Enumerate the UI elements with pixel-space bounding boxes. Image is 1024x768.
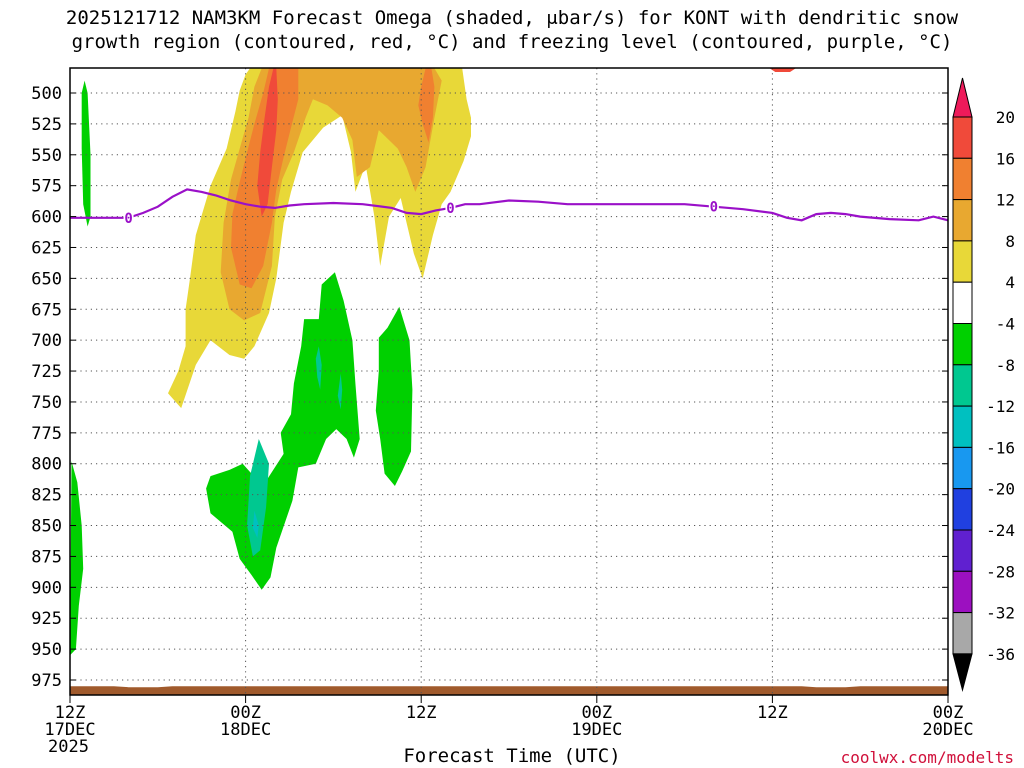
- colorbar-box-7: [952, 364, 973, 407]
- y-tick-label-500: 500: [31, 84, 62, 104]
- omega-region--8-11: [315, 346, 322, 390]
- colorbar-box-5: [952, 281, 973, 325]
- y-tick-label-950: 950: [31, 640, 62, 660]
- colorbar-label-2: 12: [996, 191, 1015, 210]
- colorbar-label-8: -16: [986, 438, 1015, 457]
- colorbar-box-1: [952, 116, 973, 159]
- x-tick-label-12-0: 00Z: [230, 703, 261, 723]
- freezing-level-label-0: 0: [124, 211, 132, 227]
- colorbar-arrow-bottom: [952, 653, 973, 692]
- x-tick-label-60-0: 00Z: [933, 703, 964, 723]
- x-tick-label-0-1: 17DEC: [44, 720, 95, 740]
- y-tick-label-600: 600: [31, 208, 62, 228]
- freezing-level-line: [70, 188, 948, 222]
- x-tick-label-48-0: 12Z: [757, 703, 788, 723]
- y-tick-label-750: 750: [31, 393, 62, 413]
- colorbar-label-4: 4: [1005, 273, 1015, 292]
- y-tick-label-525: 525: [31, 115, 62, 135]
- freezing-label-bg-1: [445, 199, 456, 216]
- colorbar-box-3: [952, 199, 973, 242]
- colorbar-label-10: -24: [986, 521, 1015, 540]
- colorbar-box-2: [952, 157, 973, 201]
- y-tick-label-700: 700: [31, 331, 62, 351]
- y-tick-label-800: 800: [31, 455, 62, 475]
- colorbar: 20 16 12 8 4 -4 -8 -12 -16 -20 -24 -28 -32 -36: [952, 77, 1015, 692]
- colorbar-box-12: [952, 570, 973, 614]
- x-tick-label-0-2: 2025: [48, 737, 89, 757]
- x-tick-label-36-0: 00Z: [581, 703, 612, 723]
- colorbar-label-11: -28: [986, 562, 1015, 581]
- omega-region--4-6: [70, 461, 84, 656]
- y-tick-label-675: 675: [31, 300, 62, 320]
- y-tick-label-900: 900: [31, 578, 62, 598]
- colorbar-label-9: -20: [986, 480, 1015, 499]
- title-line-1: 2025121712 NAM3KM Forecast Omega (shaded…: [65, 7, 959, 29]
- x-tick-label-36-1: 19DEC: [571, 720, 622, 740]
- x-tick-label-60-1: 20DEC: [922, 720, 973, 740]
- freezing-label-bg-0: [123, 209, 134, 226]
- colorbar-box-8: [952, 405, 973, 448]
- colorbar-arrow-top: [952, 77, 973, 118]
- colorbar-box-9: [952, 446, 973, 490]
- x-tick-label-0-0: 12Z: [55, 703, 86, 723]
- colorbar-box-10: [952, 488, 973, 531]
- colorbar-box-11: [952, 529, 973, 572]
- y-tick-label-575: 575: [31, 177, 62, 197]
- colorbar-label-12: -32: [986, 604, 1015, 623]
- omega-region--4-7: [81, 80, 91, 227]
- omega-region--4-8: [206, 272, 360, 590]
- freezing-level-contour: 0 0 0: [70, 188, 948, 227]
- omega-region-12-3: [418, 68, 435, 143]
- y-tick-label-825: 825: [31, 486, 62, 506]
- colorbar-label-0: 20: [996, 108, 1015, 127]
- omega-region--12-13: [252, 510, 259, 538]
- x-axis-label: Forecast Time (UTC): [403, 745, 621, 767]
- x-tick-label-24-0: 12Z: [406, 703, 437, 723]
- colorbar-label-7: -12: [986, 397, 1015, 416]
- omega-region--4-9: [375, 306, 413, 486]
- freezing-label-bg-2: [708, 198, 719, 215]
- omega-shading: [70, 68, 948, 695]
- chart-title: 2025121712 NAM3KM Forecast Omega (shaded…: [0, 6, 1024, 54]
- omega-region--8-10: [247, 439, 269, 557]
- colorbar-label-13: -36: [986, 645, 1015, 664]
- freezing-level-label-2: 0: [710, 200, 718, 216]
- colorbar-label-5: -4: [996, 315, 1015, 334]
- colorbar-box-6: [952, 323, 973, 366]
- colorbar-label-3: 8: [1005, 232, 1015, 251]
- ground-band: [70, 686, 948, 695]
- colorbar-box-13: [952, 612, 973, 655]
- y-axis-ticks: 500 525 550 575 600 625 650 675 700 725 750 775 800 8…: [31, 84, 948, 691]
- y-tick-label-775: 775: [31, 424, 62, 444]
- colorbar-label-6: -8: [996, 356, 1015, 375]
- title-line-2: growth region (contoured, red, °C) and f…: [71, 31, 953, 53]
- x-tick-label-12-1: 18DEC: [220, 720, 271, 740]
- colorbar-box-4: [952, 240, 973, 283]
- y-tick-label-850: 850: [31, 517, 62, 537]
- y-tick-label-550: 550: [31, 146, 62, 166]
- plot-frame: [69, 67, 949, 696]
- credit-text: coolwx.com/modelts: [840, 748, 1014, 767]
- omega-region-16-5: [769, 68, 796, 72]
- y-tick-label-925: 925: [31, 609, 62, 629]
- y-tick-label-625: 625: [31, 238, 62, 258]
- omega-region-16-4: [257, 68, 278, 217]
- colorbar-label-1: 16: [996, 149, 1015, 168]
- freezing-level-label-1: 0: [446, 201, 454, 217]
- y-tick-label-975: 975: [31, 671, 62, 691]
- omega-region--8-12: [337, 373, 343, 410]
- grid-lines: [70, 68, 948, 695]
- y-tick-label-875: 875: [31, 547, 62, 567]
- y-tick-label-650: 650: [31, 269, 62, 289]
- y-tick-label-725: 725: [31, 362, 62, 382]
